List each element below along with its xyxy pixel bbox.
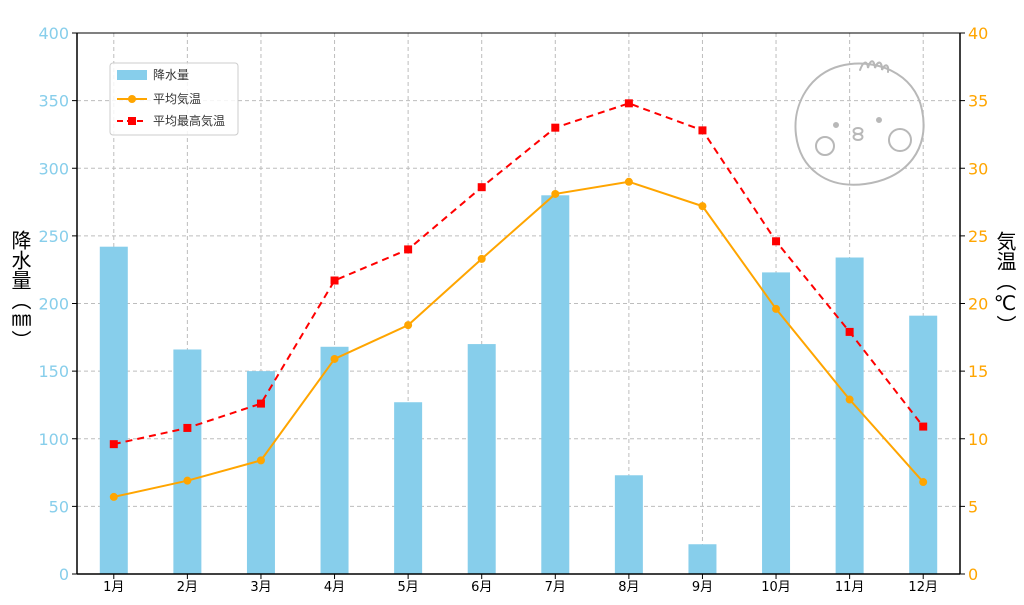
legend-label-avg-temp: 平均気温 (153, 91, 201, 106)
bar-precipitation-9 (688, 544, 717, 574)
x-tick-label: 5月 (397, 580, 418, 595)
marker-avg-temp-11 (845, 395, 854, 404)
x-tick-label: 6月 (471, 580, 492, 595)
x-tick-label: 11月 (835, 580, 865, 595)
marker-avg-temp-8 (624, 177, 633, 186)
left-tick-label: 150 (38, 362, 69, 381)
marker-max-temp-11 (845, 327, 854, 336)
marker-max-temp-3 (256, 399, 265, 408)
right-tick-label: 40 (968, 24, 988, 43)
x-tick-label: 3月 (250, 580, 271, 595)
left-axis-title: 降水量（㎜） (8, 230, 32, 350)
marker-avg-temp-6 (477, 254, 486, 263)
marker-avg-temp-12 (919, 478, 928, 487)
left-tick-label: 350 (38, 92, 69, 111)
left-tick-label: 400 (38, 24, 69, 43)
x-tick-label: 1月 (103, 580, 124, 595)
round-face-doodle-icon (794, 60, 925, 186)
marker-max-temp-8 (624, 99, 633, 108)
left-tick-label: 200 (38, 295, 69, 314)
marker-avg-temp-10 (772, 304, 781, 313)
line-avg-temp (113, 180, 924, 498)
x-tick-label: 8月 (618, 580, 639, 595)
x-tick-label: 2月 (177, 580, 198, 595)
bar-precipitation-11 (835, 257, 864, 574)
marker-avg-temp-9 (698, 202, 707, 211)
bar-precipitation-8 (614, 475, 643, 574)
bar-precipitation-2 (173, 349, 202, 574)
right-tick-label: 10 (968, 430, 988, 449)
right-tick-label: 20 (968, 295, 988, 314)
left-tick-label: 100 (38, 430, 69, 449)
legend-label-max-temp: 平均最高気温 (153, 113, 225, 128)
legend-label-precipitation: 降水量 (153, 68, 189, 82)
marker-max-temp-5 (404, 245, 413, 254)
left-tick-label: 0 (59, 565, 69, 584)
legend-marker-max-temp (128, 117, 136, 125)
right-axis-title: 気温（℃） (993, 231, 1017, 335)
marker-max-temp-7 (551, 123, 560, 132)
line-max-temp (113, 102, 924, 446)
precipitation-bars (99, 195, 938, 575)
bar-precipitation-12 (909, 315, 938, 574)
marker-avg-temp-5 (404, 321, 413, 330)
marker-avg-temp-1 (109, 492, 118, 501)
bar-precipitation-5 (394, 402, 423, 574)
left-tick-label: 250 (38, 227, 69, 246)
bar-precipitation-10 (762, 272, 791, 574)
marker-max-temp-9 (698, 126, 707, 135)
bar-precipitation-7 (541, 195, 570, 575)
bar-precipitation-1 (99, 246, 128, 574)
bar-precipitation-4 (320, 346, 349, 574)
marker-avg-temp-3 (256, 456, 265, 465)
marker-max-temp-2 (183, 423, 192, 432)
x-tick-label: 9月 (692, 580, 713, 595)
right-tick-label: 0 (968, 565, 978, 584)
right-tick-label: 15 (968, 362, 988, 381)
marker-max-temp-6 (477, 183, 486, 192)
left-tick-label: 50 (49, 497, 69, 516)
right-tick-label: 5 (968, 497, 978, 516)
right-tick-label: 25 (968, 227, 988, 246)
marker-avg-temp-7 (551, 189, 560, 198)
marker-max-temp-4 (330, 276, 339, 285)
legend: 降水量 平均気温 平均最高気温 (109, 62, 239, 136)
x-tick-label: 7月 (545, 580, 566, 595)
marker-max-temp-12 (919, 422, 928, 431)
tick-labels: 0 50 100 150 200 250 300 350 400 0 5 10 15 20 25 30 35 40… (38, 24, 988, 595)
right-tick-label: 35 (968, 92, 988, 111)
legend-swatch-precipitation (117, 70, 147, 80)
temperature-lines (109, 99, 928, 501)
left-tick-label: 300 (38, 159, 69, 178)
x-tick-label: 4月 (324, 580, 345, 595)
marker-avg-temp-2 (183, 476, 192, 485)
bar-precipitation-6 (467, 344, 496, 574)
legend-box (109, 62, 239, 136)
marker-avg-temp-4 (330, 354, 339, 363)
x-tick-label: 10月 (761, 580, 791, 595)
right-tick-label: 30 (968, 159, 988, 178)
marker-max-temp-1 (109, 440, 118, 449)
marker-max-temp-10 (772, 237, 781, 246)
legend-marker-avg-temp (128, 95, 136, 103)
x-tick-label: 12月 (908, 580, 938, 595)
